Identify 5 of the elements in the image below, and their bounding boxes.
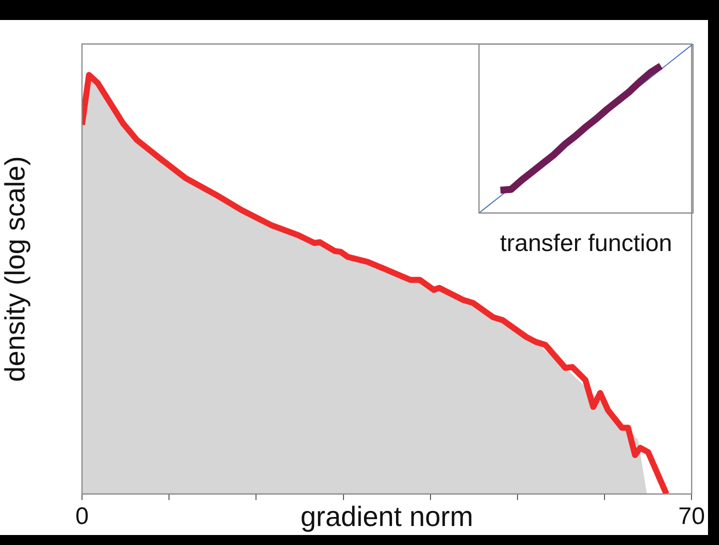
x-tick-label: 0: [75, 503, 89, 530]
x-axis-title: gradient norm: [300, 500, 474, 532]
x-axis-title: transfer function: [500, 230, 672, 258]
x-tick-label: 70: [678, 503, 706, 530]
y-axis-title: density (log scale): [0, 156, 31, 382]
